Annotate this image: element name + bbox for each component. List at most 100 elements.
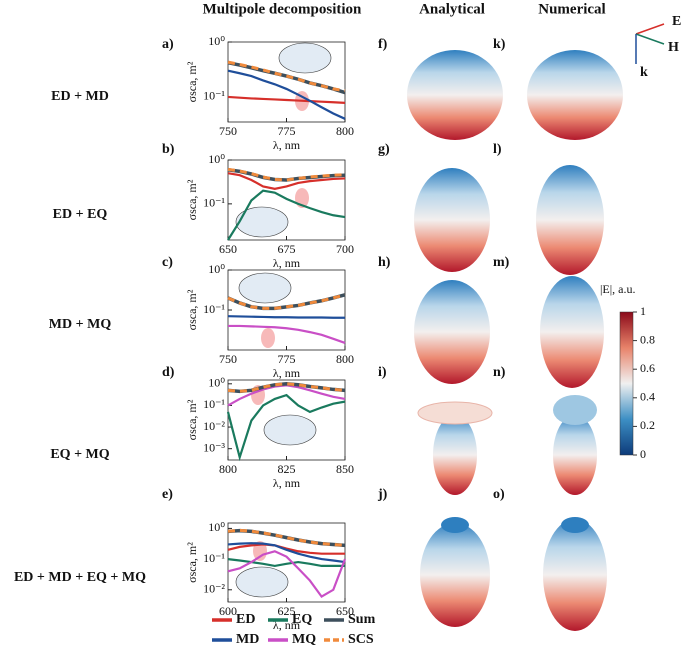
x-axis-label: λ, nm: [273, 476, 301, 490]
legend-label: MD: [236, 632, 259, 647]
field-pattern: [433, 415, 477, 495]
row-label: ED + MD + EQ + MQ: [14, 570, 146, 585]
panel-letter: b): [162, 142, 175, 157]
x-tick-label: 650: [336, 604, 354, 618]
y-tick-label: 10⁻³: [203, 440, 225, 454]
series-line: [227, 293, 346, 310]
y-tick-label: 10⁻¹: [203, 302, 225, 316]
highlight: [261, 328, 275, 348]
legend-label: ED: [236, 612, 255, 627]
colorbar-label: |E|, a.u.: [600, 282, 635, 296]
inset: [235, 566, 289, 598]
x-axis-label: λ, nm: [273, 138, 301, 152]
y-tick-label: 10⁻²: [203, 419, 225, 433]
legend-label: MQ: [292, 632, 316, 647]
colorbar-tick-label: 0: [640, 447, 646, 461]
panel-letter: c): [162, 255, 173, 270]
x-tick-label: 800: [219, 462, 237, 476]
colorbar-tick-label: 0.2: [640, 418, 655, 432]
y-tick-label: 10⁰: [208, 152, 225, 166]
field-pattern: [561, 517, 589, 533]
panel-letter: j): [377, 487, 388, 502]
legend-label: SCS: [348, 632, 374, 647]
row-label: EQ + MQ: [50, 447, 109, 462]
series-line: [227, 543, 345, 555]
series-line: [227, 558, 345, 568]
colorbar: [619, 311, 634, 456]
panel-letter: l): [493, 142, 502, 157]
field-pattern: [536, 165, 604, 275]
triad-label: k: [640, 65, 648, 80]
legend-label: Sum: [348, 612, 376, 627]
field-pattern: [407, 50, 503, 140]
panel-letter: g): [378, 142, 390, 157]
x-tick-label: 750: [219, 352, 237, 366]
inset: [235, 206, 289, 238]
series-line: [227, 315, 345, 319]
header: Multipole decomposition: [203, 1, 362, 17]
colorbar-tick-label: 0.4: [640, 390, 655, 404]
y-tick-label: 10⁰: [208, 262, 225, 276]
x-tick-label: 775: [278, 124, 296, 138]
y-tick-label: 10⁻²: [203, 582, 225, 596]
colorbar-tick-label: 1: [640, 304, 646, 318]
panel-letter: o): [493, 487, 505, 502]
series-line: [227, 95, 346, 104]
inset: [238, 272, 292, 304]
series-line: [226, 393, 346, 462]
field-pattern: [414, 280, 490, 384]
field-pattern: [441, 517, 469, 533]
y-tick-label: 10⁻¹: [203, 397, 225, 411]
series-line: [227, 69, 346, 120]
series-line: [227, 60, 346, 93]
field-pattern: [543, 519, 607, 631]
x-tick-label: 600: [219, 604, 237, 618]
x-tick-label: 800: [336, 352, 354, 366]
series-line: [227, 172, 346, 190]
x-tick-label: 700: [336, 242, 354, 256]
y-axis-label: σsca, m²: [185, 61, 199, 102]
triad-label: H: [668, 40, 679, 55]
x-tick-label: 625: [278, 604, 296, 618]
x-tick-label: 675: [278, 242, 296, 256]
panel-letter: e): [162, 487, 173, 502]
legend-label: EQ: [292, 612, 312, 627]
row-label: ED + EQ: [53, 207, 108, 222]
x-tick-label: 825: [278, 462, 296, 476]
field-pattern: [414, 168, 490, 272]
y-tick-label: 10⁰: [208, 376, 225, 390]
panel-letter: m): [493, 255, 510, 270]
y-tick-label: 10⁻¹: [203, 196, 225, 210]
header: Numerical: [538, 1, 605, 17]
x-tick-label: 850: [336, 462, 354, 476]
row-label: ED + MD: [51, 89, 109, 104]
field-pattern: [553, 395, 597, 425]
y-tick-label: 10⁰: [208, 34, 225, 48]
series-line: [227, 542, 346, 564]
panel-letter: n): [493, 365, 506, 380]
triad: [635, 23, 665, 64]
series-line: [227, 189, 346, 241]
x-tick-label: 800: [336, 124, 354, 138]
header: Analytical: [419, 1, 485, 17]
inset: [278, 42, 332, 74]
x-axis-label: λ, nm: [273, 366, 301, 380]
colorbar-tick-label: 0.6: [640, 361, 655, 375]
inset: [263, 414, 317, 446]
colorbar-tick-label: 0.8: [640, 332, 655, 346]
series-line: [227, 382, 346, 393]
field-pattern: [527, 50, 623, 140]
panel-letter: f): [378, 37, 388, 52]
y-axis-label: σsca, m²: [185, 179, 199, 220]
x-axis-label: λ, nm: [273, 256, 301, 270]
y-tick-label: 10⁻¹: [203, 89, 225, 103]
triad-label: E: [672, 14, 681, 29]
field-pattern: [420, 523, 490, 627]
panel-letter: h): [378, 255, 391, 270]
y-axis-label: σsca, m²: [185, 289, 199, 330]
x-tick-label: 650: [219, 242, 237, 256]
panel-letter: a): [162, 37, 174, 52]
y-tick-label: 10⁻¹: [203, 551, 225, 565]
series-line: [227, 528, 346, 547]
